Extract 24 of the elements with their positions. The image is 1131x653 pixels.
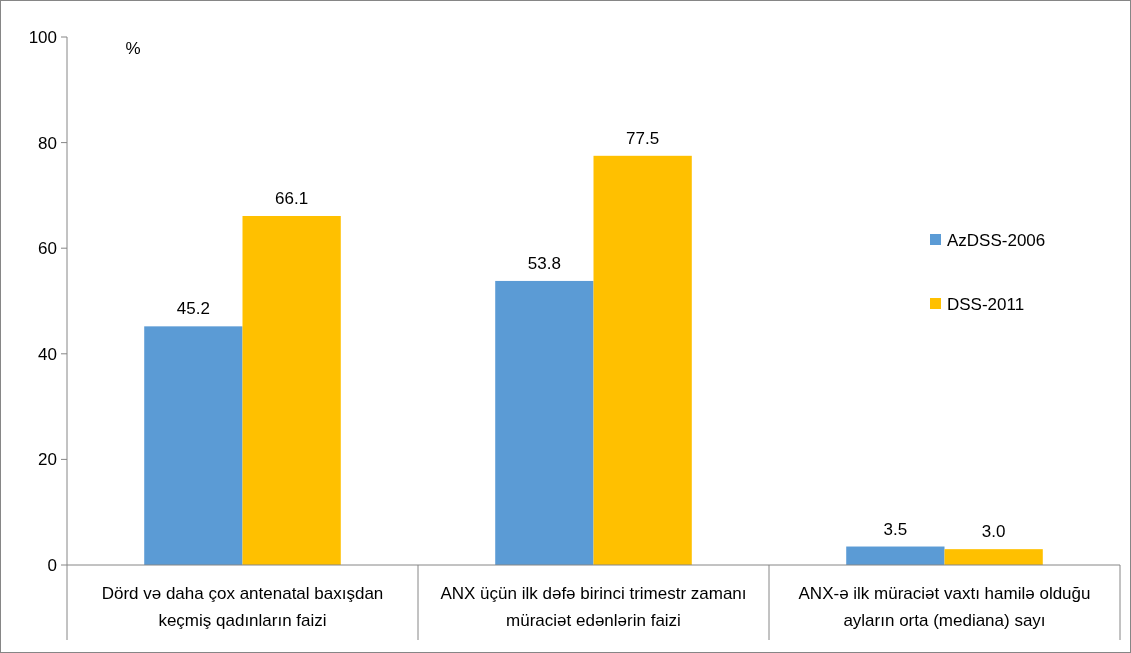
bar	[495, 280, 594, 565]
data-label: 3.5	[883, 519, 908, 539]
data-label: 53.8	[527, 253, 561, 273]
x-tick-label: Dörd və daha çox antenatal baxışdan keçmiş qadınların faizi	[101, 584, 384, 630]
bar	[242, 215, 341, 565]
bar	[944, 549, 1043, 565]
y-tick-label: 60	[38, 239, 57, 259]
bar	[846, 546, 945, 565]
y-tick-label: 100	[28, 27, 57, 47]
data-label: 3.0	[981, 522, 1006, 542]
data-label: 66.1	[275, 188, 309, 208]
legend-label: AzDSS-2006	[947, 230, 1046, 250]
x-tick-label: ANX üçün ilk dəfə birinci trimestr zamanı müraciət edənlərin faizi	[440, 584, 747, 630]
y-tick-label: 20	[38, 450, 57, 470]
bar	[593, 155, 692, 565]
bar	[144, 326, 243, 565]
data-label: 77.5	[626, 128, 660, 148]
data-label: 45.2	[176, 299, 210, 319]
y-axis-title: %	[125, 39, 141, 58]
y-tick-label: 40	[38, 344, 57, 364]
legend-label: DSS-2011	[947, 294, 1025, 314]
y-tick-label: 0	[47, 555, 57, 575]
x-tick-label: ANX-ə ilk müraciət vaxtı hamilə olduğu ayların orta (mediana) sayı	[798, 584, 1091, 630]
y-tick-label: 80	[38, 133, 57, 153]
